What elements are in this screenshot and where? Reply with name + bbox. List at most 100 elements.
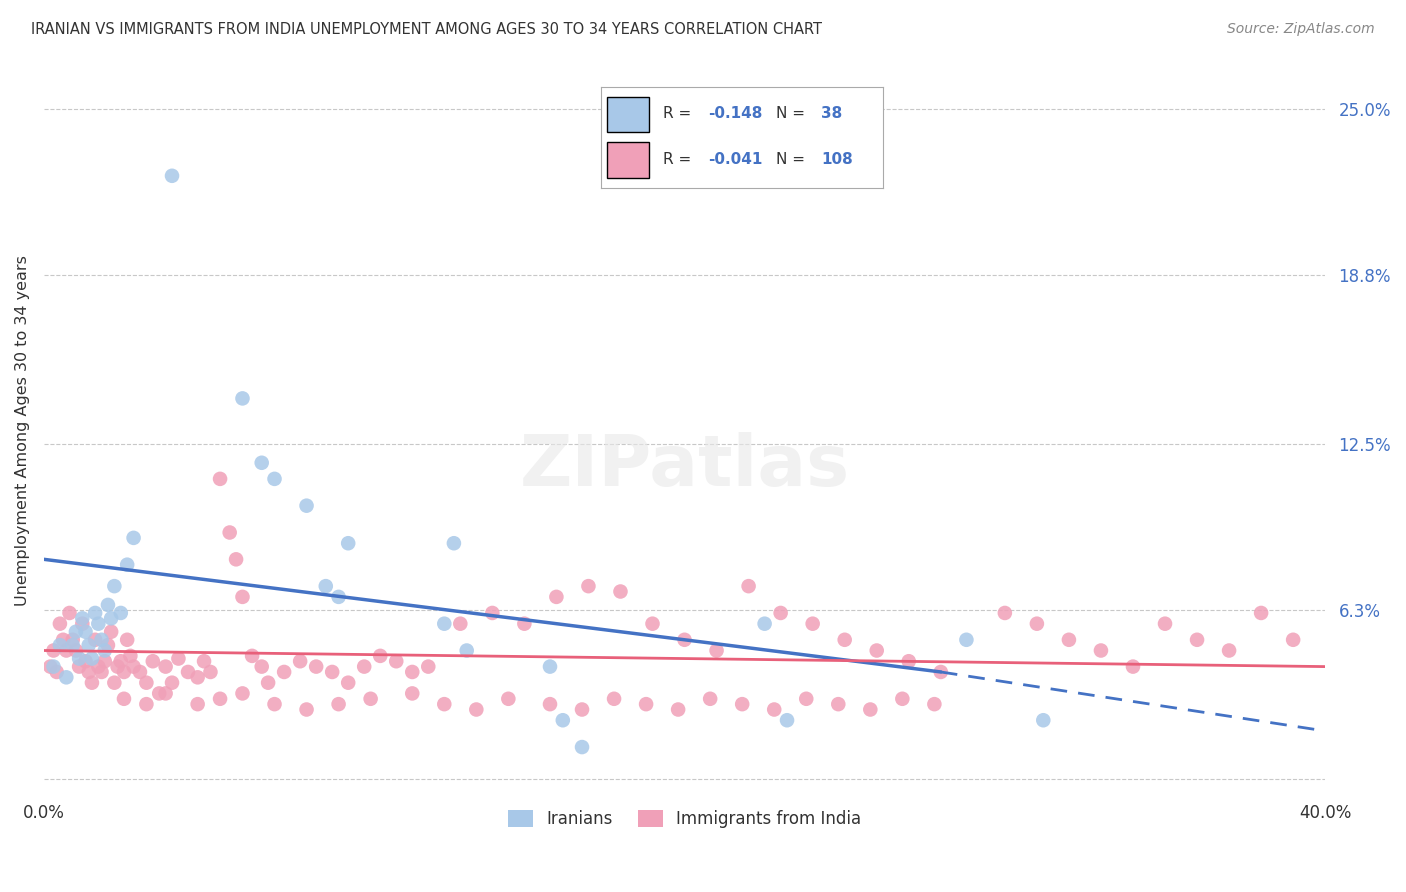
Point [75, 624, 97, 639]
Point [112, 691, 135, 706]
Point [776, 713, 799, 727]
Point [231, 686, 253, 700]
Point [160, 169, 183, 183]
Point [148, 686, 170, 700]
Point [65, 624, 87, 639]
Point [401, 686, 423, 700]
Point [103, 675, 125, 690]
Point [218, 525, 240, 540]
Point [155, 659, 177, 673]
Point [77, 665, 100, 679]
Text: Source: ZipAtlas.com: Source: ZipAtlas.com [1227, 22, 1375, 37]
Point [80, 675, 103, 690]
Point [578, 579, 600, 593]
Point [538, 659, 561, 673]
Point [673, 632, 696, 647]
Point [1250, 606, 1272, 620]
Point [609, 584, 631, 599]
Point [1090, 643, 1112, 657]
Point [699, 691, 721, 706]
Point [115, 632, 138, 647]
Point [135, 675, 157, 690]
Point [263, 472, 285, 486]
Point [1122, 659, 1144, 673]
Point [187, 697, 209, 711]
Point [155, 686, 177, 700]
Point [62, 638, 84, 652]
Point [337, 536, 360, 550]
Point [42, 659, 65, 673]
Point [827, 697, 849, 711]
Point [110, 654, 132, 668]
Point [897, 654, 920, 668]
Point [955, 632, 977, 647]
Point [100, 624, 122, 639]
Point [834, 632, 856, 647]
Point [443, 536, 465, 550]
Point [538, 697, 561, 711]
Point [240, 648, 263, 663]
Point [418, 659, 440, 673]
Point [65, 643, 87, 657]
Point [794, 691, 817, 706]
Point [200, 665, 222, 679]
Point [84, 606, 107, 620]
Point [193, 654, 215, 668]
Point [84, 632, 107, 647]
Point [465, 702, 488, 716]
Point [321, 665, 343, 679]
Point [58, 606, 80, 620]
Point [328, 697, 350, 711]
Point [546, 590, 568, 604]
Point [737, 579, 759, 593]
Point [72, 611, 94, 625]
Point [135, 697, 157, 711]
Point [90, 632, 112, 647]
Point [55, 670, 77, 684]
Point [49, 616, 72, 631]
Point [706, 643, 728, 657]
Point [551, 713, 574, 727]
Point [225, 552, 247, 566]
Point [305, 659, 328, 673]
Point [72, 616, 94, 631]
Point [273, 665, 295, 679]
Point [115, 558, 138, 572]
Point [177, 665, 200, 679]
Point [603, 691, 626, 706]
Point [295, 702, 318, 716]
Point [45, 665, 67, 679]
Point [1025, 616, 1047, 631]
Point [1282, 632, 1305, 647]
Point [1032, 713, 1054, 727]
Point [52, 632, 75, 647]
Point [263, 697, 285, 711]
Point [67, 659, 90, 673]
Point [209, 472, 232, 486]
Point [571, 702, 593, 716]
Point [107, 659, 129, 673]
Point [337, 675, 360, 690]
Legend: Iranians, Immigrants from India: Iranians, Immigrants from India [502, 804, 868, 835]
Point [75, 654, 97, 668]
Point [250, 456, 273, 470]
Point [328, 590, 350, 604]
Point [315, 579, 337, 593]
Point [120, 648, 142, 663]
Point [666, 702, 689, 716]
Point [1057, 632, 1080, 647]
Point [55, 643, 77, 657]
Point [112, 665, 135, 679]
Point [641, 616, 664, 631]
Point [368, 648, 391, 663]
Point [62, 632, 84, 647]
Point [42, 643, 65, 657]
Point [288, 654, 311, 668]
Point [231, 590, 253, 604]
Point [801, 616, 824, 631]
Point [67, 651, 90, 665]
Point [77, 638, 100, 652]
Point [401, 665, 423, 679]
Point [924, 697, 946, 711]
Point [129, 665, 152, 679]
